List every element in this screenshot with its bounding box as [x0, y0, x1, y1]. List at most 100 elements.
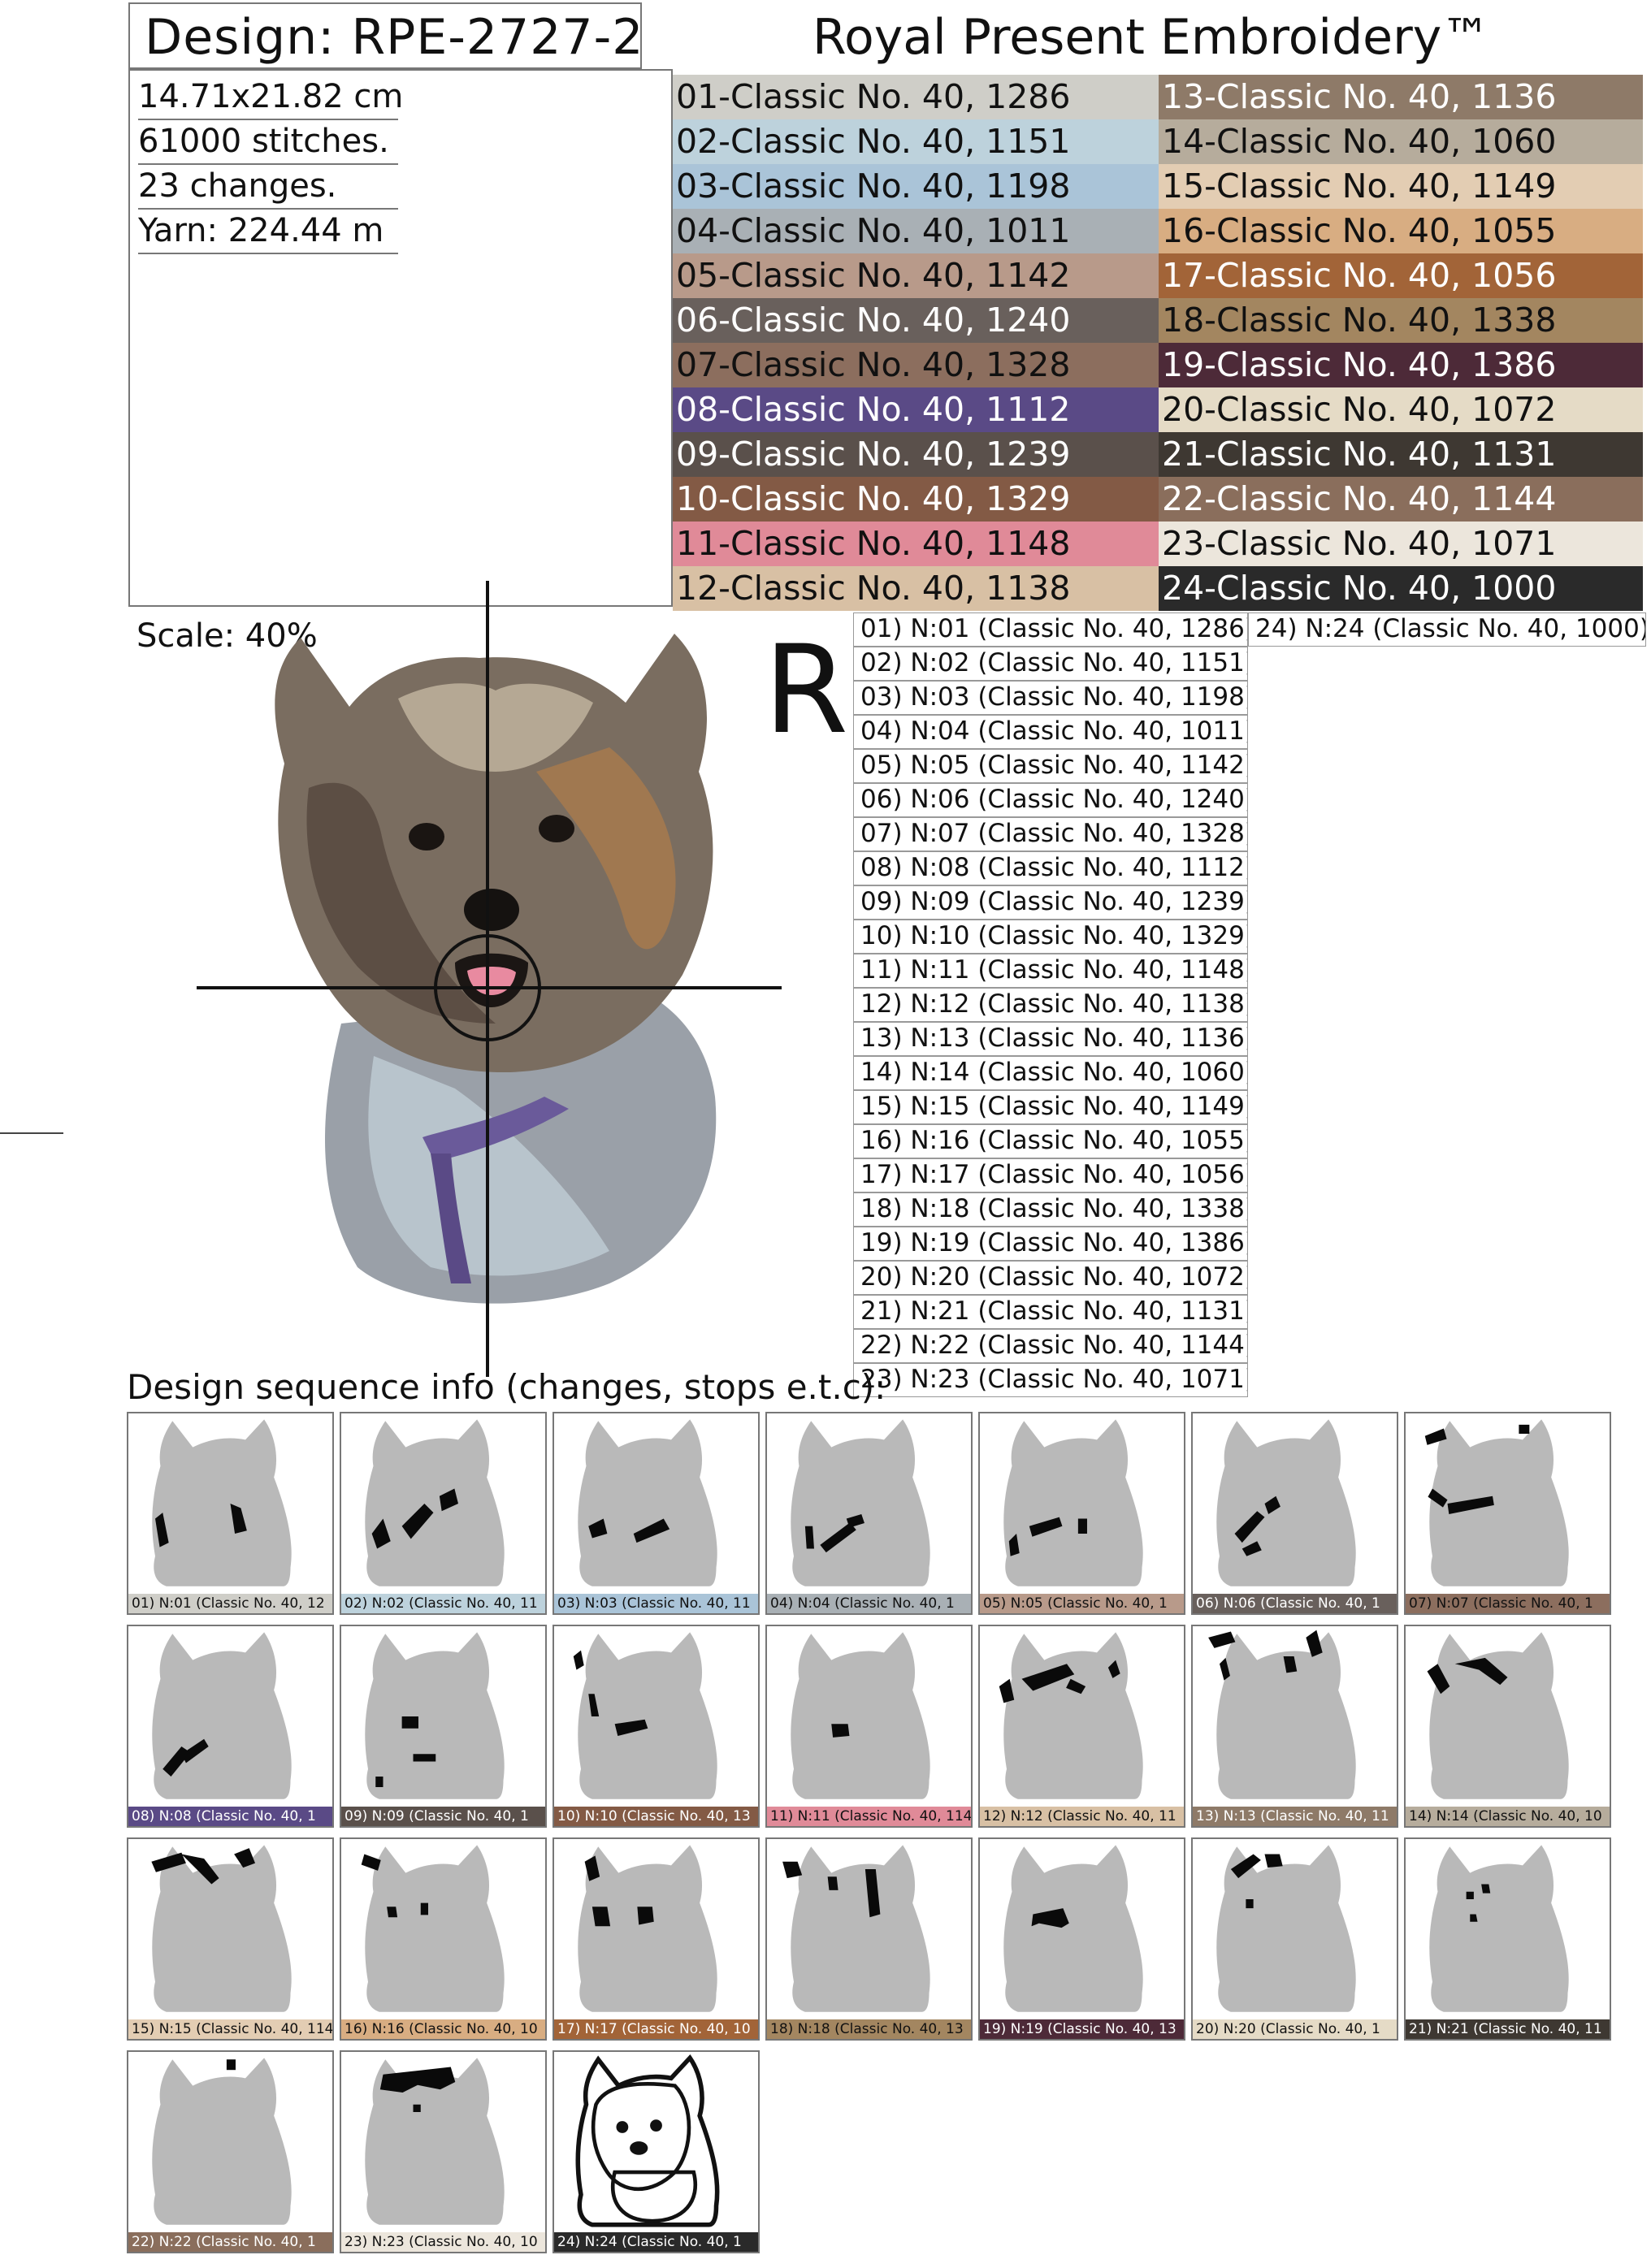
tile-label: 15) N:15 (Classic No. 40, 114 [128, 2019, 332, 2039]
scale-label: Scale: 40% [136, 617, 318, 655]
tile-thumbnail [782, 1845, 930, 2012]
sequence-tile: 16) N:16 (Classic No. 40, 10 [340, 1837, 547, 2041]
palette-swatch: 20-Classic No. 40, 1072 [1159, 387, 1643, 432]
sequence-tile: 03) N:03 (Classic No. 40, 11 [552, 1412, 760, 1615]
tile-label: 04) N:04 (Classic No. 40, 1 [767, 1594, 971, 1613]
palette-swatch: 16-Classic No. 40, 1055 [1159, 209, 1643, 253]
tile-label: 09) N:09 (Classic No. 40, 1 [341, 1807, 545, 1826]
tile-thumbnail [578, 1845, 717, 2012]
sequence-list-item: 06) N:06 (Classic No. 40, 1240) [853, 783, 1248, 817]
tile-thumbnail [365, 1419, 505, 1586]
tile-thumbnail [1216, 1845, 1356, 2012]
design-title-box [128, 2, 642, 69]
palette-swatch: 05-Classic No. 40, 1142 [673, 253, 1159, 298]
sequence-tile: 17) N:17 (Classic No. 40, 10 [552, 1837, 760, 2041]
sequence-list-item: 02) N:02 (Classic No. 40, 1151) [853, 647, 1248, 681]
palette-swatch: 14-Classic No. 40, 1060 [1159, 119, 1643, 164]
palette-swatch: 17-Classic No. 40, 1056 [1159, 253, 1643, 298]
sequence-title: Design sequence info (changes, stops e.t… [127, 1367, 886, 1407]
palette-swatch: 13-Classic No. 40, 1136 [1159, 75, 1643, 119]
palette-swatch: 23-Classic No. 40, 1071 [1159, 522, 1643, 566]
sequence-list-item: 08) N:08 (Classic No. 40, 1112) [853, 851, 1248, 885]
sequence-list-item: 10) N:10 (Classic No. 40, 1329) [853, 920, 1248, 954]
tile-thumbnail [1003, 1845, 1143, 2012]
palette-swatch: 10-Classic No. 40, 1329 [673, 477, 1159, 522]
sequence-tile: 10) N:10 (Classic No. 40, 13 [552, 1625, 760, 1828]
sequence-tile: 07) N:07 (Classic No. 40, 1 [1404, 1412, 1611, 1615]
sequence-list-item: 23) N:23 (Classic No. 40, 1071) [853, 1363, 1248, 1397]
design-info-box [128, 69, 673, 607]
sequence-list-item: 17) N:17 (Classic No. 40, 1056) [853, 1158, 1248, 1192]
sequence-list-item: 13) N:13 (Classic No. 40, 1136) [853, 1022, 1248, 1056]
palette-swatch: 19-Classic No. 40, 1386 [1159, 343, 1643, 387]
palette-swatch: 15-Classic No. 40, 1149 [1159, 164, 1643, 209]
palette-swatch: 02-Classic No. 40, 1151 [673, 119, 1159, 164]
design-title: Design: RPE-2727-2 [145, 9, 644, 66]
tile-thumbnail [573, 1632, 717, 1799]
sequence-list-item: 16) N:16 (Classic No. 40, 1055) [853, 1124, 1248, 1158]
palette-swatch: 04-Classic No. 40, 1011 [673, 209, 1159, 253]
sequence-tile: 05) N:05 (Classic No. 40, 1 [978, 1412, 1185, 1615]
tile-thumbnail [365, 1632, 505, 1799]
tile-label: 16) N:16 (Classic No. 40, 10 [341, 2019, 545, 2039]
sequence-tile: 08) N:08 (Classic No. 40, 1 [127, 1625, 334, 1828]
tile-label: 05) N:05 (Classic No. 40, 1 [980, 1594, 1184, 1613]
palette-swatch: 06-Classic No. 40, 1240 [673, 298, 1159, 343]
sequence-list-item: 03) N:03 (Classic No. 40, 1198) [853, 681, 1248, 715]
sequence-list-item: 01) N:01 (Classic No. 40, 1286) [853, 612, 1248, 647]
tile-thumbnail [791, 1419, 930, 1586]
tile-thumbnail [152, 1632, 292, 1799]
tile-thumbnail [151, 1845, 292, 2012]
palette-swatch: 24-Classic No. 40, 1000 [1159, 566, 1643, 611]
sequence-list-item: 21) N:21 (Classic No. 40, 1131) [853, 1295, 1248, 1329]
sequence-tile: 04) N:04 (Classic No. 40, 1 [765, 1412, 973, 1615]
tile-thumbnail [365, 2058, 505, 2225]
tile-thumbnail [1424, 1419, 1569, 1586]
sequence-list-item: 12) N:12 (Classic No. 40, 1138) [853, 988, 1248, 1022]
sequence-tile: 02) N:02 (Classic No. 40, 11 [340, 1412, 547, 1615]
palette-swatch: 09-Classic No. 40, 1239 [673, 432, 1159, 477]
tile-label: 17) N:17 (Classic No. 40, 10 [554, 2019, 758, 2039]
tile-label: 13) N:13 (Classic No. 40, 11 [1193, 1807, 1397, 1826]
sequence-tile: 22) N:22 (Classic No. 40, 1 [127, 2050, 334, 2253]
tile-thumbnail [578, 1419, 717, 1586]
sequence-tile: 24) N:24 (Classic No. 40, 1 [552, 2050, 760, 2253]
sequence-tile: 18) N:18 (Classic No. 40, 13 [765, 1837, 973, 2041]
design-size: 14.71x21.82 cm [138, 75, 403, 120]
tile-thumbnail [575, 2054, 720, 2227]
tile-label: 19) N:19 (Classic No. 40, 13 [980, 2019, 1184, 2039]
change-count: 23 changes. [138, 164, 398, 210]
sequence-tile: 01) N:01 (Classic No. 40, 12 [127, 1412, 334, 1615]
tile-label: 10) N:10 (Classic No. 40, 13 [554, 1807, 758, 1826]
sequence-tile: 20) N:20 (Classic No. 40, 1 [1191, 1837, 1398, 2041]
tile-label: 22) N:22 (Classic No. 40, 1 [128, 2232, 332, 2252]
tile-thumbnail [1216, 1419, 1356, 1586]
sequence-tile: 21) N:21 (Classic No. 40, 11 [1404, 1837, 1611, 2041]
tile-thumbnail [1208, 1630, 1356, 1799]
brand-title: Royal Present Embroidery™ [812, 9, 1491, 66]
tile-label: 21) N:21 (Classic No. 40, 11 [1406, 2019, 1610, 2039]
palette-swatch: 07-Classic No. 40, 1328 [673, 343, 1159, 387]
palette-swatch: 18-Classic No. 40, 1338 [1159, 298, 1643, 343]
palette-swatch: 22-Classic No. 40, 1144 [1159, 477, 1643, 522]
reference-tick [0, 1132, 63, 1134]
tile-label: 18) N:18 (Classic No. 40, 13 [767, 2019, 971, 2039]
tile-label: 08) N:08 (Classic No. 40, 1 [128, 1807, 332, 1826]
sequence-list-item: 07) N:07 (Classic No. 40, 1328) [853, 817, 1248, 851]
rotation-mark: R [764, 620, 849, 761]
sequence-tile: 11) N:11 (Classic No. 40, 114 [765, 1625, 973, 1828]
tile-label: 12) N:12 (Classic No. 40, 11 [980, 1807, 1184, 1826]
tile-thumbnail [152, 2058, 292, 2225]
tile-label: 23) N:23 (Classic No. 40, 10 [341, 2232, 545, 2252]
sequence-list-item: 22) N:22 (Classic No. 40, 1144) [853, 1329, 1248, 1363]
sequence-list-item: 11) N:11 (Classic No. 40, 1148) [853, 954, 1248, 988]
sequence-list-item: 14) N:14 (Classic No. 40, 1060) [853, 1056, 1248, 1090]
sequence-tile: 06) N:06 (Classic No. 40, 1 [1191, 1412, 1398, 1615]
tile-label: 02) N:02 (Classic No. 40, 11 [341, 1594, 545, 1613]
sequence-tile: 15) N:15 (Classic No. 40, 114 [127, 1837, 334, 2041]
sequence-list-item: 09) N:09 (Classic No. 40, 1239) [853, 885, 1248, 920]
tile-label: 07) N:07 (Classic No. 40, 1 [1406, 1594, 1610, 1613]
sequence-list-item: 20) N:20 (Classic No. 40, 1072) [853, 1261, 1248, 1295]
tile-thumbnail [999, 1632, 1143, 1799]
tile-thumbnail [361, 1845, 505, 2012]
